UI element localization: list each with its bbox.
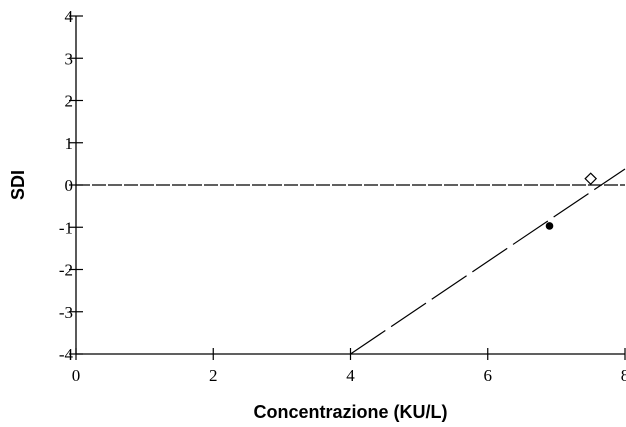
x-axis-title: Concentrazione (KU/L) [253, 402, 447, 422]
x-tick-label: 0 [72, 366, 81, 385]
x-tick-label: 6 [484, 366, 493, 385]
y-tick-label: -3 [59, 303, 73, 322]
y-tick-label: 1 [65, 134, 74, 153]
y-tick-label: 0 [65, 176, 74, 195]
y-tick-label: -4 [59, 345, 74, 364]
filled-circle-point [545, 222, 554, 230]
x-tick-label: 8 [621, 366, 626, 385]
y-tick-label: -1 [59, 218, 73, 237]
data-points [545, 172, 598, 230]
y-axis-title: SDI [8, 170, 28, 200]
y-tick-label: 4 [65, 7, 74, 26]
y-axis-ticks: 4 3 2 1 0 -1 -2 -3 -4 [59, 7, 83, 364]
y-tick-label: 3 [65, 49, 74, 68]
y-tick-label: -2 [59, 261, 73, 280]
open-diamond-point [584, 172, 598, 186]
x-tick-label: 2 [209, 366, 218, 385]
y-tick-label: 2 [65, 92, 74, 111]
regression-line [350, 168, 626, 355]
chart-lines [76, 168, 626, 355]
x-tick-label: 4 [346, 366, 355, 385]
